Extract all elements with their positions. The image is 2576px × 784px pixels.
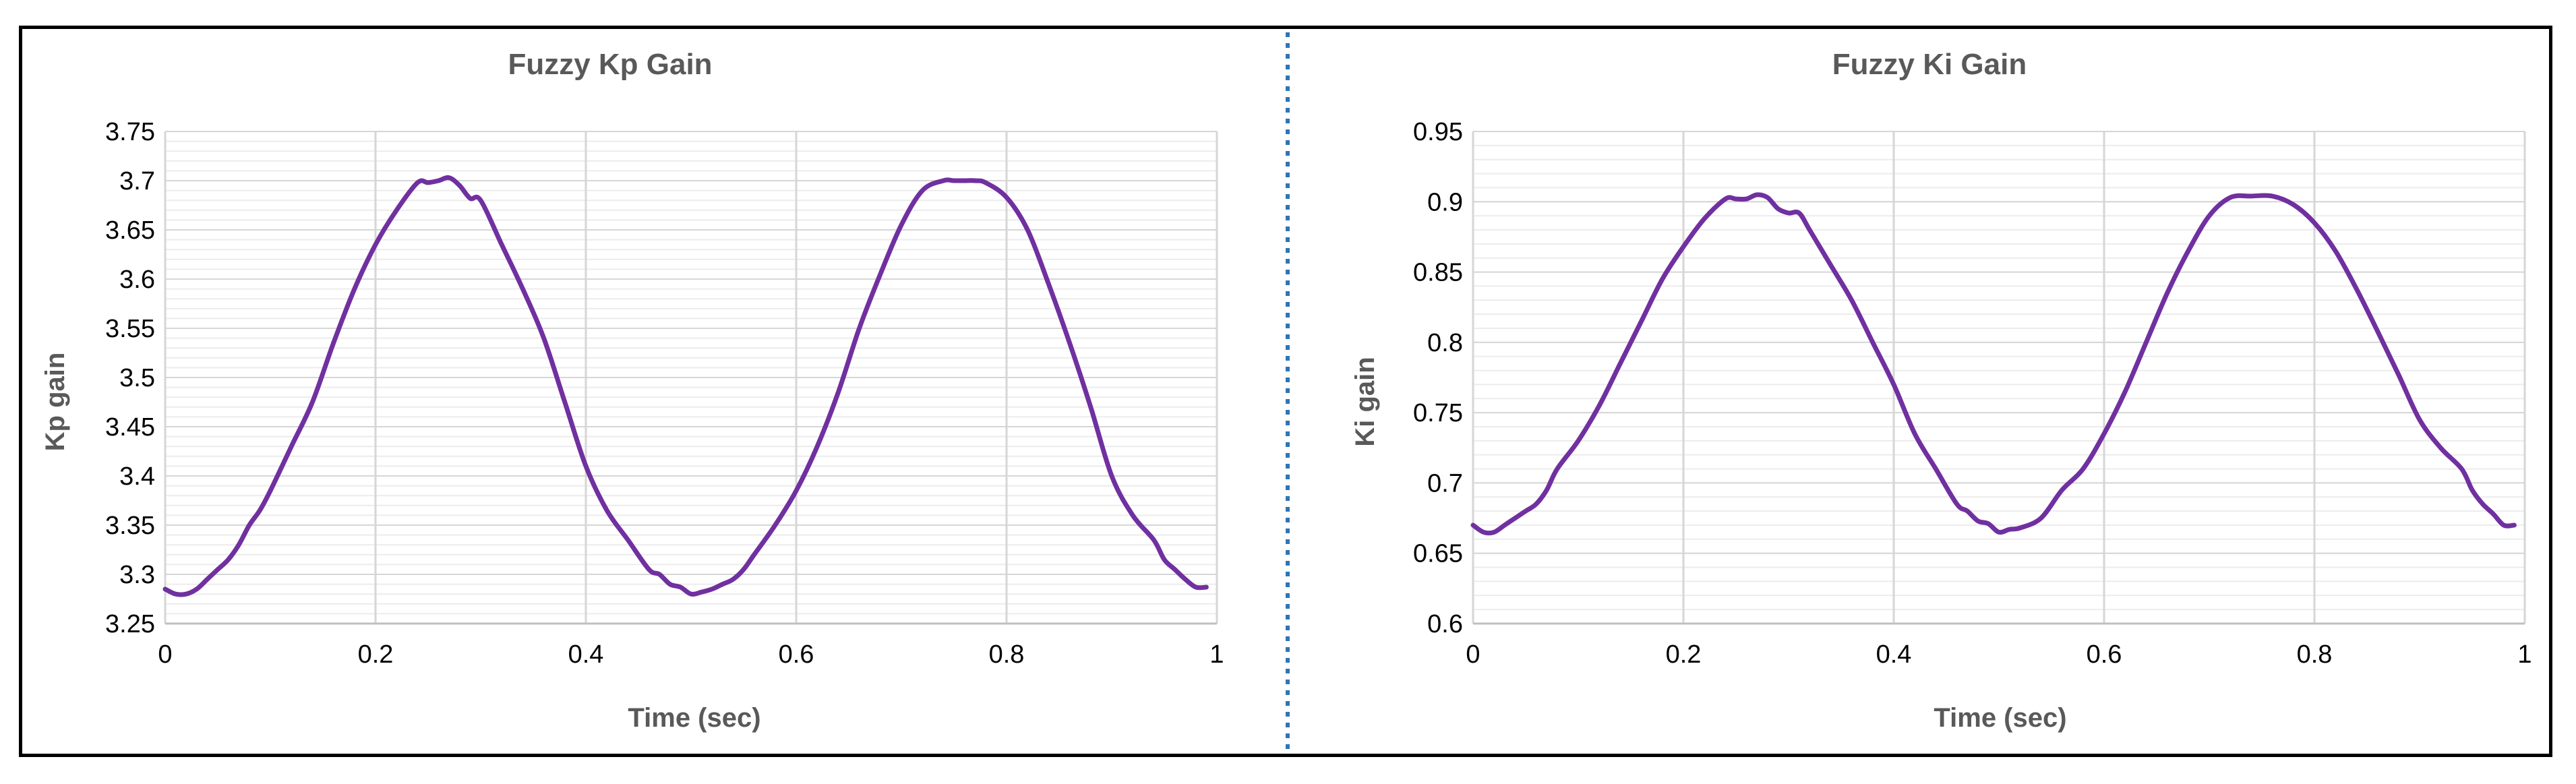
grid-lines <box>1472 131 2526 625</box>
x-tick-label: 0 <box>158 640 172 669</box>
y-tick-label: 3.7 <box>119 167 155 195</box>
chart-title: Fuzzy Kp Gain <box>508 48 712 81</box>
y-tick-label: 0.7 <box>1427 469 1463 497</box>
x-tick-label: 0.8 <box>989 640 1025 669</box>
y-tick-label: 0.95 <box>1413 118 1463 146</box>
series-line <box>1470 192 2517 536</box>
y-tick-label: 0.75 <box>1413 399 1463 427</box>
chart-title: Fuzzy Ki Gain <box>1832 48 2027 81</box>
x-tick-label: 0.4 <box>568 640 604 669</box>
y-axis-label: Ki gain <box>1350 357 1380 446</box>
x-tick-label: 0.6 <box>2087 640 2122 669</box>
y-tick-label: 0.8 <box>1427 329 1463 357</box>
x-axis-label: Time (sec) <box>1934 703 2066 733</box>
y-axis-label: Kp gain <box>40 353 70 452</box>
y-tick-label: 3.4 <box>119 462 155 491</box>
x-tick-label: 0.2 <box>1666 640 1702 669</box>
x-tick-label: 1 <box>1209 640 1224 669</box>
x-tick-labels: 0 0.2 0.4 0.6 0.8 1 <box>1466 640 2532 669</box>
x-axis-label: Time (sec) <box>628 703 760 733</box>
x-tick-labels: 0 0.2 0.4 0.6 0.8 1 <box>158 640 1224 669</box>
x-tick-label: 0.6 <box>779 640 814 669</box>
y-tick-label: 0.9 <box>1427 188 1463 216</box>
y-tick-label: 3.55 <box>105 315 155 343</box>
y-tick-label: 3.75 <box>105 118 155 146</box>
y-tick-label: 3.6 <box>119 266 155 294</box>
y-tick-label: 3.45 <box>105 413 155 442</box>
series-lines <box>1470 192 2517 536</box>
kp-gain-chart: Fuzzy Kp Gain 3.253.33.353.43.453.53.553… <box>40 48 1224 733</box>
x-tick-label: 0.2 <box>358 640 394 669</box>
y-tick-label: 3.35 <box>105 512 155 540</box>
y-tick-label: 3.5 <box>119 364 155 392</box>
y-tick-label: 0.6 <box>1427 610 1463 638</box>
x-tick-label: 0.8 <box>2297 640 2333 669</box>
grid-lines <box>164 131 1218 625</box>
y-tick-label: 3.3 <box>119 561 155 589</box>
x-tick-label: 0.4 <box>1876 640 1912 669</box>
y-tick-label: 3.25 <box>105 610 155 638</box>
series-lines <box>162 175 1209 597</box>
x-tick-label: 1 <box>2517 640 2532 669</box>
ki-gain-chart: Fuzzy Ki Gain 0.60.650.70.750.80.850.90.… <box>1350 48 2532 733</box>
y-tick-labels: 3.25 3.3 3.35 3.4 3.45 3.5 3.55 3.6 3.65 3.7 3.75 <box>105 118 155 638</box>
y-tick-label: 0.65 <box>1413 540 1463 568</box>
y-tick-labels: 0.6 0.65 0.7 0.75 0.8 0.85 0.9 0.95 <box>1413 118 1463 638</box>
y-tick-label: 3.65 <box>105 216 155 245</box>
y-tick-label: 0.85 <box>1413 259 1463 287</box>
x-tick-label: 0 <box>1466 640 1480 669</box>
series-line <box>162 175 1209 597</box>
